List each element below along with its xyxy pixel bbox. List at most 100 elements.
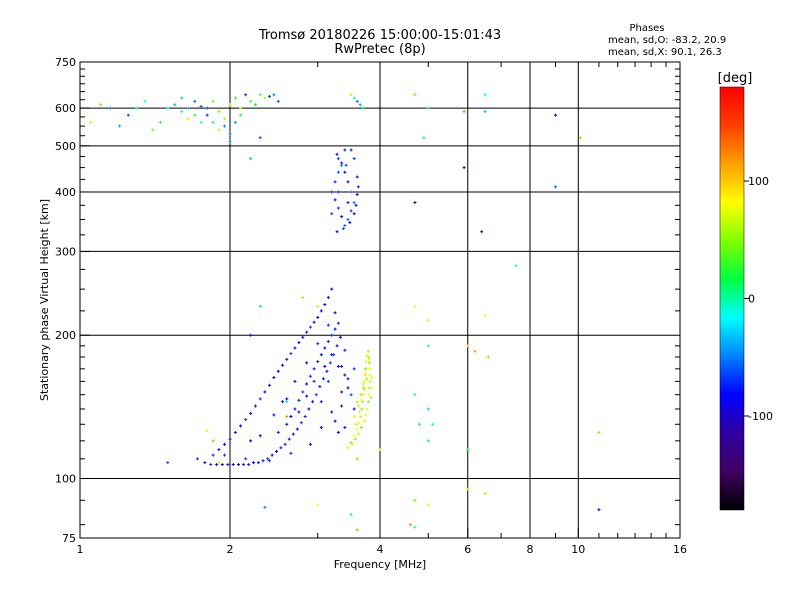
f-cluster-point: [354, 203, 358, 207]
x-tick-label: 16: [673, 543, 687, 556]
colorbar-label: [deg]: [718, 71, 753, 86]
o-trace-lower-point: [305, 394, 309, 398]
x-trace-point: [359, 414, 363, 418]
o-trace-lower-point: [291, 432, 295, 436]
scatter-noise-point: [473, 349, 477, 353]
top-cluster-point: [239, 106, 243, 110]
scatter-noise-point: [553, 185, 557, 189]
o-trace-lower-point: [270, 453, 274, 457]
x-trace-point: [368, 373, 372, 377]
o-trace-lower-point: [253, 404, 257, 408]
o-trace-lower-point: [308, 442, 312, 446]
phases-x-stats: mean, sd,X: 90.1, 26.3: [608, 47, 722, 58]
chart-subtitle: RwPretec (8p): [334, 42, 425, 57]
top-cluster-point: [205, 106, 209, 110]
o-trace-lower-point: [319, 353, 323, 357]
scatter-noise-point: [426, 318, 430, 322]
o-trace-lower-point: [326, 296, 330, 300]
x-trace-point: [350, 442, 354, 446]
colorbar: 100 0 -100: [719, 86, 773, 511]
top-cluster-point: [239, 113, 243, 117]
f-cluster-point: [335, 230, 339, 234]
o-trace-lower-point: [261, 459, 265, 463]
x-trace-point: [362, 387, 366, 391]
x-trace-point: [366, 400, 370, 404]
scatter-noise-point: [413, 304, 417, 308]
top-cluster-point: [228, 140, 232, 144]
top-cluster-point: [99, 103, 103, 107]
x-tick-label: 8: [527, 543, 534, 556]
o-trace-lower-point: [343, 425, 347, 429]
o-trace-lower-point: [293, 379, 297, 383]
x-trace-point: [370, 376, 374, 380]
x-trace-point: [364, 413, 368, 417]
o-trace-lower-point: [319, 425, 323, 429]
o-trace-lower-point: [311, 400, 315, 404]
scatter-noise-point: [249, 333, 253, 337]
o-trace-lower-point: [330, 333, 334, 337]
o-trace-lower-point: [223, 453, 227, 457]
f-cluster-point: [342, 227, 346, 231]
o-trace-lower-point: [293, 346, 297, 350]
x-trace-point: [362, 419, 366, 423]
o-trace-lower-point: [285, 397, 289, 401]
o-trace-lower-point: [319, 400, 323, 404]
y-axis-label: Stationary phase Virtual Height [km]: [38, 199, 51, 401]
x-trace-point: [355, 427, 359, 431]
scatter-noise-point: [462, 166, 466, 170]
x-trace-point: [356, 404, 360, 408]
o-trace-lower-point: [346, 386, 350, 390]
o-trace-lower-point: [287, 437, 291, 441]
o-trace-lower-point: [289, 352, 293, 356]
scatter-noise-point: [483, 492, 487, 496]
o-trace-lower-point: [301, 335, 305, 339]
o-trace-lower-point: [328, 361, 332, 365]
o-trace-lower-point: [256, 461, 260, 465]
o-trace-lower-point: [276, 430, 280, 434]
f-cluster-point: [336, 157, 340, 161]
o-trace-lower-point: [258, 397, 262, 401]
x-trace-point: [360, 407, 364, 411]
o-trace-lower-point: [301, 390, 305, 394]
colorbar-gradient: [719, 86, 745, 511]
x-tick-label: 1: [77, 543, 84, 556]
top-cluster-point: [211, 120, 215, 124]
y-tick-label: 500: [55, 140, 76, 153]
o-trace-lower-point: [266, 457, 270, 461]
o-trace-lower-point: [316, 315, 320, 319]
x-trace-point: [366, 349, 370, 353]
o-trace-lower-point: [242, 463, 246, 467]
top-cluster-point: [276, 99, 280, 103]
top-cluster-point: [258, 93, 262, 97]
scatter-noise-point: [578, 136, 582, 140]
top-cluster-point: [249, 157, 253, 161]
top-cluster-point: [180, 96, 184, 100]
x-tick-label: 10: [571, 543, 585, 556]
f-cluster-point: [340, 215, 344, 219]
o-trace-lower-point: [272, 413, 276, 417]
top-cluster-point: [151, 128, 155, 132]
o-trace-lower-point: [338, 335, 342, 339]
top-cluster-point: [352, 96, 356, 100]
f-cluster-point: [336, 206, 340, 210]
o-trace-lower-point: [281, 400, 285, 404]
x-trace-point: [367, 357, 371, 361]
scatter-noise-point: [483, 93, 487, 97]
f-cluster-point: [336, 190, 340, 194]
top-cluster-point: [135, 106, 139, 110]
o-trace-lower-point: [312, 320, 316, 324]
x-trace-point: [369, 395, 373, 399]
scatter-noise-point: [285, 414, 289, 418]
scatter-noise-point: [378, 448, 382, 452]
o-trace-lower-point: [321, 377, 325, 381]
scatter-noise-point: [355, 457, 359, 461]
scatter-noise-point: [483, 110, 487, 114]
scatter-noise-point: [413, 525, 417, 529]
top-cluster-point: [263, 96, 267, 100]
x-trace-point: [367, 361, 371, 365]
x-axis-label: Frequency [MHz]: [334, 558, 426, 571]
x-tick-label: 4: [377, 543, 384, 556]
o-trace-lower-point: [244, 418, 248, 422]
o-trace-lower-point: [326, 379, 330, 383]
o-trace-lower-point: [346, 377, 350, 381]
